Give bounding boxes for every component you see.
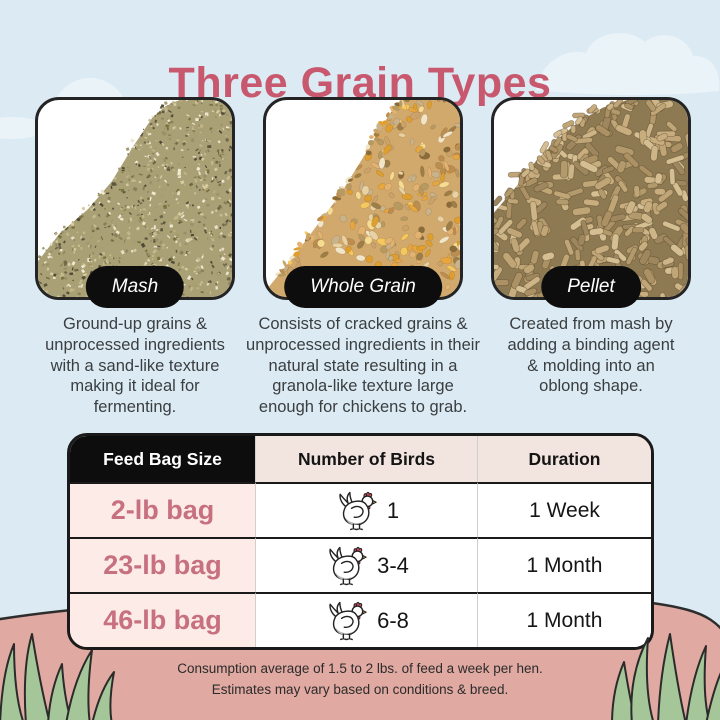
birds-cell: 3-4	[255, 537, 477, 592]
grain-card-whole-grain: Whole Grain	[263, 97, 463, 308]
duration-cell: 1 Month	[477, 592, 651, 647]
feed-bag-table: Feed Bag Size Number of Birds Duration 2…	[67, 433, 654, 650]
bag-size-cell: 23-lb bag	[70, 537, 255, 592]
table-header-number-of-birds: Number of Birds	[255, 436, 477, 482]
duration-cell: 1 Month	[477, 537, 651, 592]
grain-cards: Mash Whole Grain Pellet	[35, 97, 691, 308]
bag-size-cell: 2-lb bag	[70, 482, 255, 537]
table-header-feed-bag-size: Feed Bag Size	[70, 436, 255, 482]
birds-count: 1	[386, 497, 400, 523]
mash-description: Ground-up grains & unprocessed ingredien…	[45, 315, 225, 417]
table-header-duration: Duration	[477, 436, 651, 482]
grain-descriptions: Ground-up grains & unprocessed ingredien…	[0, 314, 720, 432]
birds-cell: 1	[255, 482, 477, 537]
mash-pile-image	[38, 100, 232, 297]
footnote-line1: Consumption average of 1.5 to 2 lbs. of …	[177, 661, 543, 676]
grain-label-whole-grain: Whole Grain	[284, 266, 442, 308]
birds-count: 6-8	[377, 607, 409, 633]
whole-grain-description: Consists of cracked grains & unprocessed…	[246, 315, 480, 417]
hen-icon	[329, 601, 367, 640]
birds-cell: 6-8	[255, 592, 477, 647]
hen-icon	[329, 546, 367, 585]
grain-card-mash: Mash	[35, 97, 235, 308]
grain-card-pellet: Pellet	[491, 97, 691, 308]
duration-cell: 1 Week	[477, 482, 651, 537]
pellet-description: Created from mash by adding a binding ag…	[507, 315, 675, 396]
whole-grain-pile-image	[266, 100, 460, 297]
footnote-line2: Estimates may vary based on conditions &…	[211, 681, 509, 697]
grain-label-pellet: Pellet	[541, 266, 641, 308]
footnote: Consumption average of 1.5 to 2 lbs. of …	[0, 659, 720, 701]
birds-count: 3-4	[377, 552, 409, 578]
hen-icon	[339, 491, 377, 530]
grain-label-mash: Mash	[85, 266, 185, 308]
bag-size-cell: 46-lb bag	[70, 592, 255, 647]
